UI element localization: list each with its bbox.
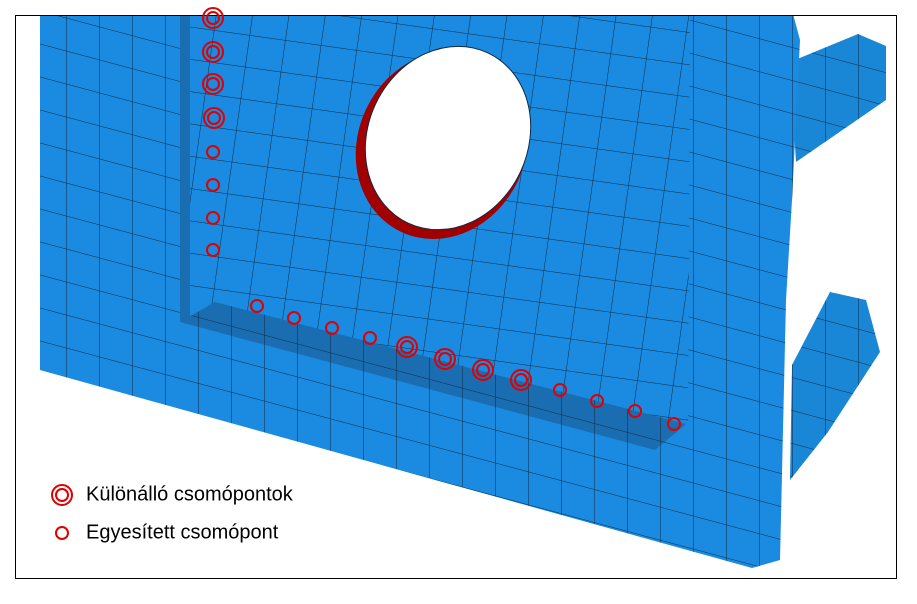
mesh (40, 16, 886, 568)
legend-symbol-separate (51, 484, 73, 506)
bracket-lower-mesh (790, 292, 880, 480)
ledge-left (180, 16, 190, 322)
legend-label: Egyesített csomópont (86, 521, 279, 543)
legend: Különálló csomópontok Egyesített csomópo… (51, 483, 294, 543)
legend-label: Különálló csomópontok (86, 483, 294, 505)
hole (364, 45, 532, 231)
node-markers (202, 7, 681, 431)
legend-symbol-merged (55, 526, 69, 540)
ledge-mesh (180, 302, 686, 450)
bracket-upper-mesh (790, 34, 886, 162)
